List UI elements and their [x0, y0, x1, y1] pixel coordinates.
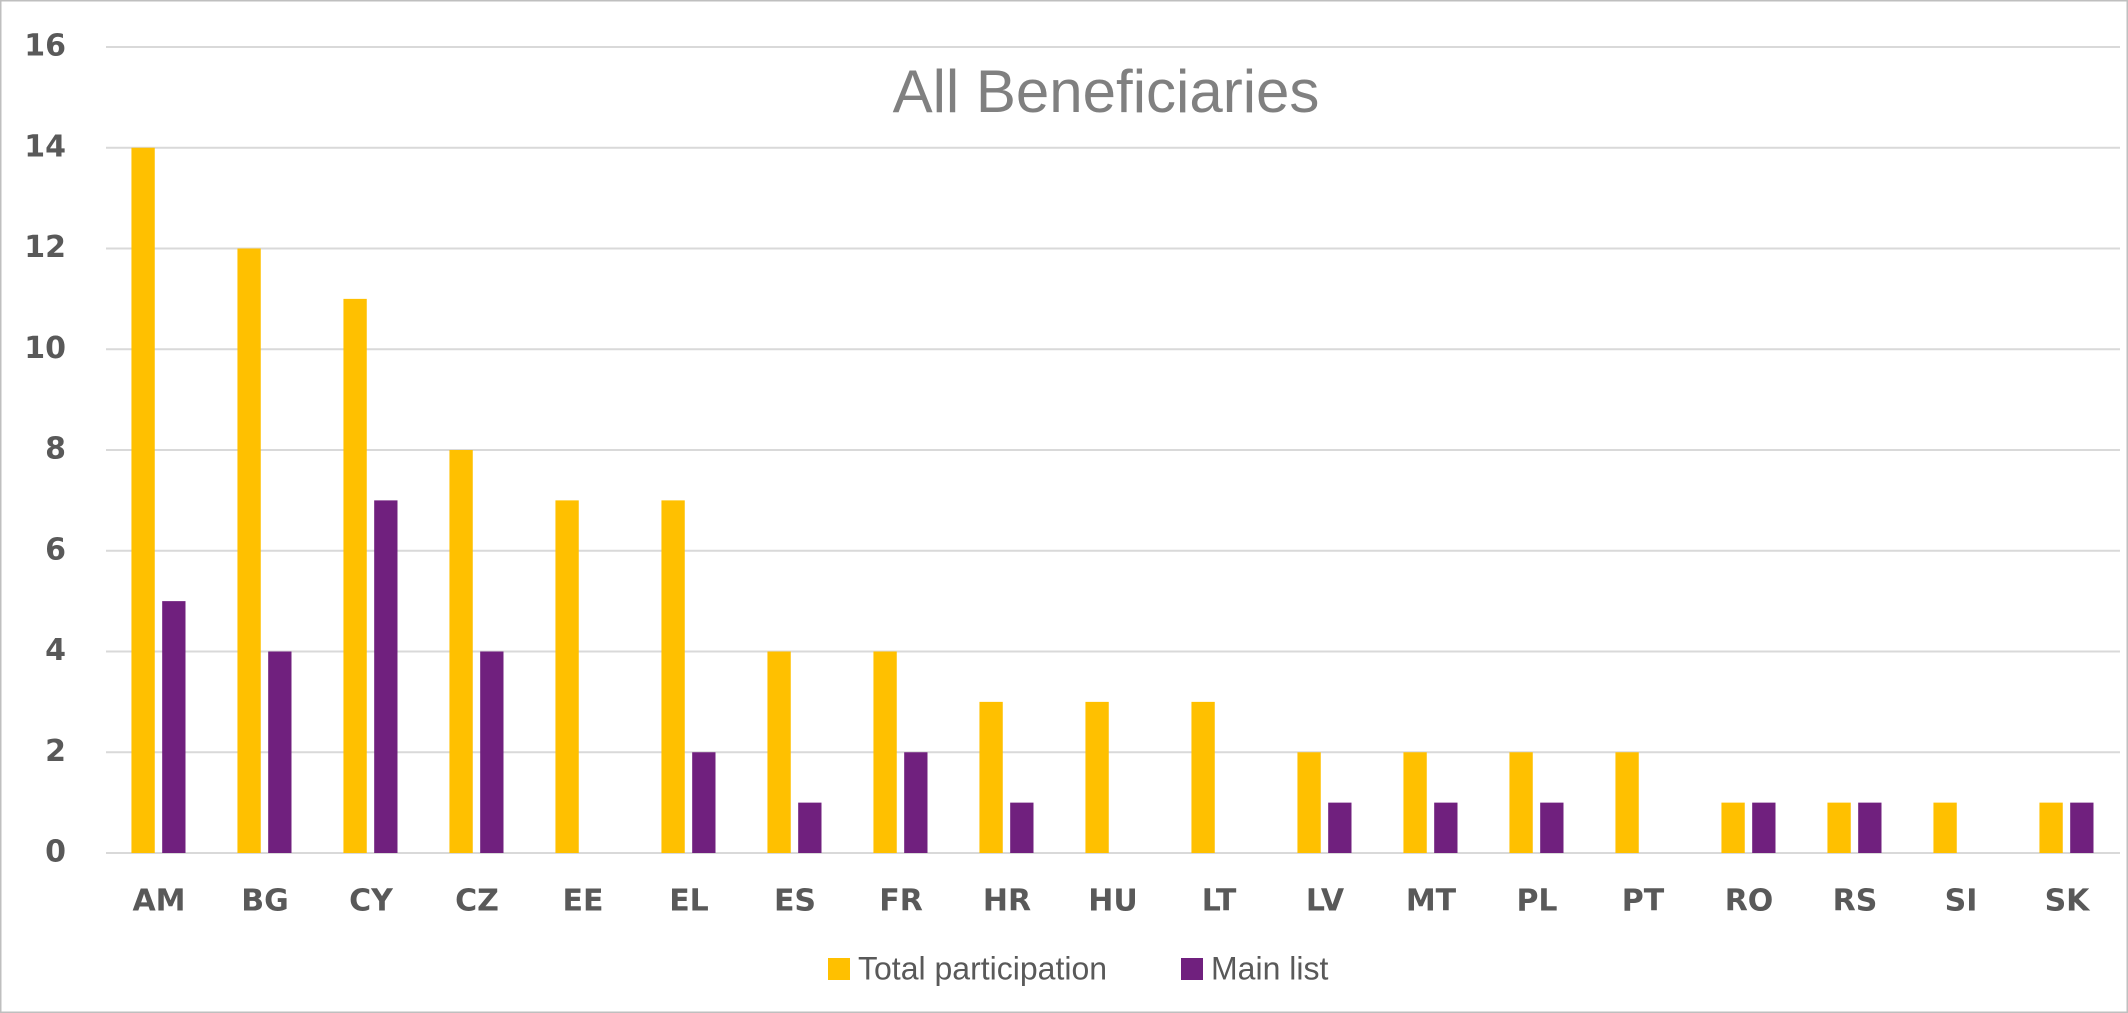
- x-tick-label: HU: [1088, 884, 1137, 919]
- bar: [1509, 752, 1533, 853]
- bar: [1615, 752, 1639, 853]
- y-tick-label: 12: [24, 230, 66, 265]
- y-tick-label: 0: [45, 835, 66, 870]
- bar: [237, 248, 261, 853]
- x-tick-label: CZ: [455, 884, 499, 919]
- x-tick-label: FR: [879, 884, 923, 919]
- x-tick-label: LV: [1306, 884, 1345, 919]
- bar: [1933, 802, 1957, 853]
- bar: [1540, 802, 1564, 853]
- bar: [873, 651, 897, 853]
- bar: [1085, 701, 1109, 853]
- x-tick-label: EE: [563, 884, 604, 919]
- chart-title: All Beneficiaries: [893, 58, 1320, 125]
- bar: [661, 500, 685, 853]
- bar: [449, 450, 473, 853]
- bar: [268, 651, 292, 853]
- x-tick-label: CY: [349, 884, 394, 919]
- bar: [1010, 802, 1034, 853]
- bar: [904, 752, 928, 853]
- legend-swatch: [1181, 958, 1203, 980]
- bar: [131, 147, 155, 853]
- x-tick-label: LT: [1202, 884, 1237, 919]
- y-tick-label: 4: [45, 633, 66, 668]
- bar: [1752, 802, 1776, 853]
- x-tick-label: MT: [1406, 884, 1457, 919]
- x-tick-label: RO: [1725, 884, 1774, 919]
- bar: [1434, 802, 1458, 853]
- bar: [162, 601, 186, 853]
- x-tick-label: HR: [983, 884, 1031, 919]
- bar: [1858, 802, 1882, 853]
- y-tick-label: 8: [45, 432, 66, 467]
- x-tick-label: AM: [132, 884, 185, 919]
- x-tick-label: BG: [241, 884, 289, 919]
- x-tick-label: PL: [1516, 884, 1557, 919]
- y-tick-label: 10: [24, 331, 66, 366]
- bar: [1721, 802, 1745, 853]
- y-tick-label: 14: [24, 129, 66, 164]
- bar: [767, 651, 791, 853]
- bar: [343, 298, 367, 853]
- legend-label: Total participation: [858, 950, 1107, 986]
- bar: [555, 500, 579, 853]
- x-tick-label: RS: [1833, 884, 1878, 919]
- x-tick-label: SI: [1945, 884, 1978, 919]
- legend-swatch: [828, 958, 850, 980]
- bar: [1328, 802, 1352, 853]
- y-tick-label: 16: [24, 29, 66, 64]
- y-tick-label: 2: [45, 734, 66, 769]
- legend-label: Main list: [1211, 950, 1328, 986]
- bar: [692, 752, 716, 853]
- bar: [1827, 802, 1851, 853]
- bar: [1297, 752, 1321, 853]
- x-tick-label: ES: [774, 884, 816, 919]
- bar: [374, 500, 398, 853]
- bar: [2039, 802, 2063, 853]
- bar: [798, 802, 822, 853]
- bar: [2070, 802, 2094, 853]
- x-tick-label: EL: [669, 884, 709, 919]
- x-tick-label: PT: [1622, 884, 1665, 919]
- bar: [480, 651, 504, 853]
- bar: [1191, 701, 1215, 853]
- y-tick-label: 6: [45, 532, 66, 567]
- bar: [1403, 752, 1427, 853]
- bar: [979, 701, 1003, 853]
- x-tick-label: SK: [2045, 884, 2092, 919]
